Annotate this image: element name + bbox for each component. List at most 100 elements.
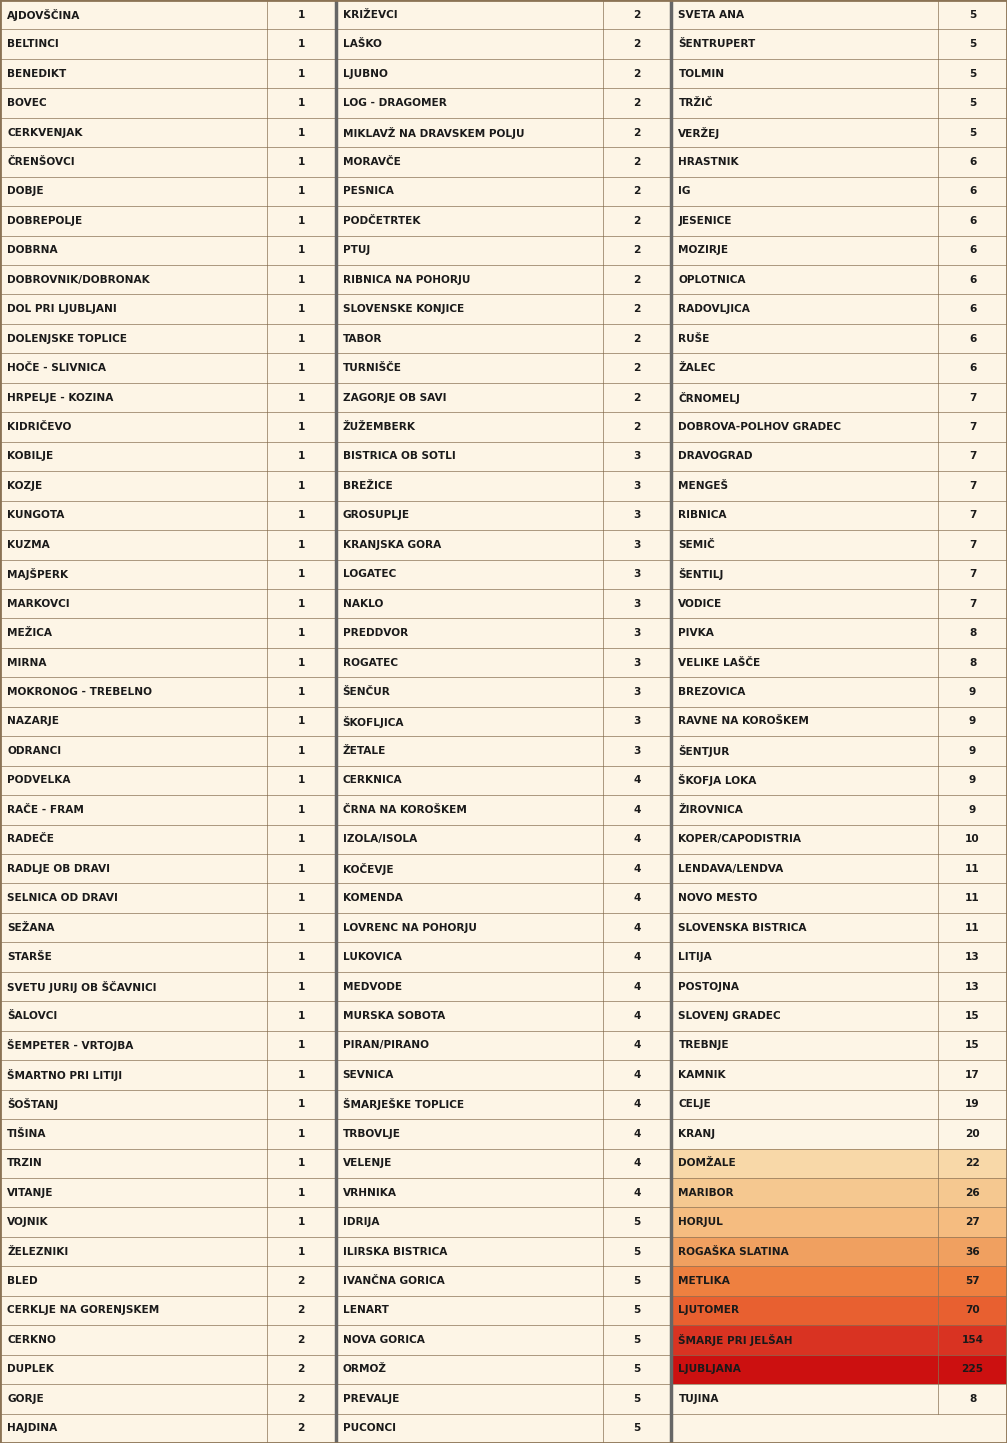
Text: 7: 7 [969,569,976,579]
Bar [939,1089,1007,1120]
Bar [939,795,1007,824]
Text: 6: 6 [969,304,976,315]
Bar [602,1208,672,1237]
Text: KRIŽEVCI: KRIŽEVCI [342,10,398,20]
Text: 3: 3 [633,452,640,462]
Text: 6: 6 [969,245,976,255]
Bar [267,560,335,589]
Text: RUŠE: RUŠE [679,333,710,343]
Text: 5: 5 [633,1247,640,1257]
Bar [939,294,1007,323]
Bar [335,323,602,354]
Text: 1: 1 [298,10,305,20]
Bar [0,648,267,677]
Bar [939,1177,1007,1208]
Bar [267,294,335,323]
Bar [939,442,1007,472]
Text: 2: 2 [633,392,640,403]
Bar [672,0,939,29]
Bar [267,1089,335,1120]
Text: CERKVENJAK: CERKVENJAK [7,127,83,137]
Text: 22: 22 [966,1159,980,1169]
Text: 1: 1 [298,511,305,521]
Text: DOBJE: DOBJE [7,186,43,196]
Text: 4: 4 [633,893,640,903]
Bar [0,854,267,883]
Bar [335,88,602,118]
Text: 7: 7 [969,452,976,462]
Bar [0,1061,267,1089]
Bar [267,1208,335,1237]
Bar [267,235,335,266]
Text: KOČEVJE: KOČEVJE [342,863,394,874]
Text: RADEČE: RADEČE [7,834,54,844]
Text: 15: 15 [966,1040,980,1051]
Bar [267,472,335,501]
Text: 17: 17 [966,1069,980,1079]
Bar [672,648,939,677]
Text: 1: 1 [298,1100,305,1110]
Bar [0,824,267,854]
Bar [267,176,335,206]
Bar [672,501,939,530]
Bar [0,1384,267,1414]
Bar [0,1030,267,1061]
Bar [672,971,939,1001]
Bar [267,266,335,294]
Bar [267,736,335,766]
Bar [267,147,335,176]
Bar [602,413,672,442]
Bar [672,413,939,442]
Bar [672,736,939,766]
Text: PIVKA: PIVKA [679,628,714,638]
Text: 4: 4 [633,1188,640,1198]
Bar [602,206,672,235]
Text: 2: 2 [633,364,640,374]
Bar [335,1237,602,1267]
Text: METLIKA: METLIKA [679,1276,730,1286]
Bar [267,1061,335,1089]
Bar [602,971,672,1001]
Text: 1: 1 [298,333,305,343]
Text: SLOVENJ GRADEC: SLOVENJ GRADEC [679,1012,781,1022]
Text: 1: 1 [298,39,305,49]
Text: KOBILJE: KOBILJE [7,452,53,462]
Bar [335,0,602,29]
Bar [267,29,335,59]
Text: 4: 4 [633,1159,640,1169]
Bar [602,1325,672,1355]
Text: 1: 1 [298,658,305,668]
Bar [602,59,672,88]
Text: BREŽICE: BREŽICE [342,481,393,491]
Text: 1: 1 [298,1247,305,1257]
Text: MARKOVCI: MARKOVCI [7,599,69,609]
Text: RAVNE NA KOROŠKEM: RAVNE NA KOROŠKEM [679,717,810,726]
Text: 1: 1 [298,364,305,374]
Text: IG: IG [679,186,691,196]
Text: 1: 1 [298,392,305,403]
Bar [335,147,602,176]
Bar [672,1325,939,1355]
Text: HOČE - SLIVNICA: HOČE - SLIVNICA [7,364,106,374]
Text: 1: 1 [298,1012,305,1022]
Bar [335,677,602,707]
Text: PIRAN/PIRANO: PIRAN/PIRANO [342,1040,429,1051]
Bar [672,589,939,619]
Bar [602,707,672,736]
Bar [602,501,672,530]
Text: PTUJ: PTUJ [342,245,370,255]
Text: VODICE: VODICE [679,599,723,609]
Text: DOBREPOLJE: DOBREPOLJE [7,216,83,227]
Bar [939,1149,1007,1177]
Text: 1: 1 [298,599,305,609]
Text: 3: 3 [633,569,640,579]
Bar [335,382,602,413]
Text: 4: 4 [633,952,640,962]
Text: RADOVLJICA: RADOVLJICA [679,304,750,315]
Text: MORAVČE: MORAVČE [342,157,401,167]
Bar [267,118,335,147]
Bar [602,883,672,913]
Bar [672,707,939,736]
Bar [939,1030,1007,1061]
Bar [267,677,335,707]
